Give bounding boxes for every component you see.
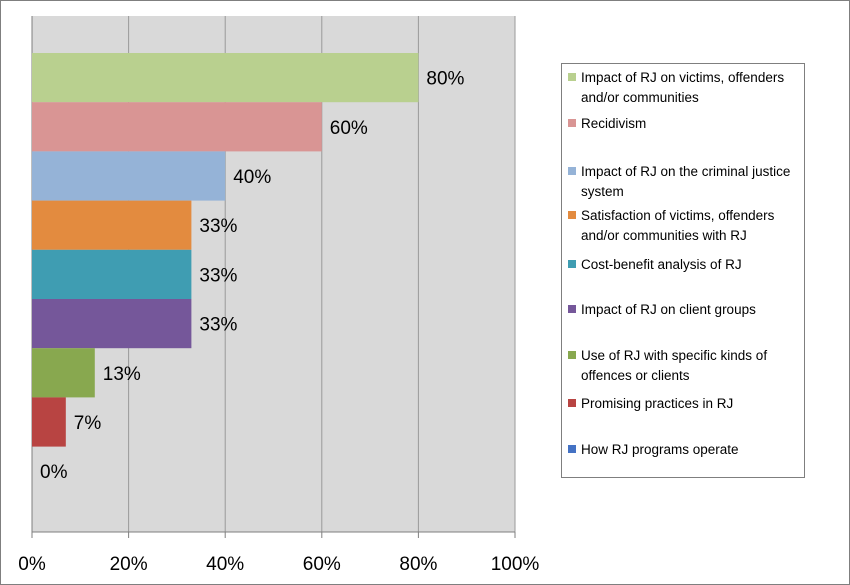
legend: Impact of RJ on victims, offenders and/o… xyxy=(561,63,805,478)
legend-label: How RJ programs operate xyxy=(581,442,739,457)
data-label: 80% xyxy=(426,69,464,90)
data-label: 13% xyxy=(103,364,141,385)
legend-item: Impact of RJ on client groups xyxy=(568,300,802,320)
legend-label: Impact of RJ on the criminal justice sys… xyxy=(581,164,791,199)
legend-swatch xyxy=(568,260,576,268)
x-tick-label: 100% xyxy=(491,554,540,575)
legend-swatch xyxy=(568,305,576,313)
legend-swatch xyxy=(568,399,576,407)
legend-swatch xyxy=(568,167,576,175)
legend-item: Cost-benefit analysis of RJ xyxy=(568,255,802,275)
legend-item: Satisfaction of victims, offenders and/o… xyxy=(568,206,802,246)
data-label: 33% xyxy=(199,265,237,286)
legend-label: Promising practices in RJ xyxy=(581,396,734,411)
legend-swatch xyxy=(568,73,576,81)
bar xyxy=(32,397,66,447)
legend-label: Cost-benefit analysis of RJ xyxy=(581,257,742,272)
data-label: 7% xyxy=(74,413,102,434)
bar xyxy=(32,151,226,201)
x-tick-label: 40% xyxy=(206,554,244,575)
bar xyxy=(32,348,95,398)
legend-item: How RJ programs operate xyxy=(568,440,802,460)
bar xyxy=(32,200,192,250)
x-tick-label: 80% xyxy=(399,554,437,575)
data-label: 33% xyxy=(199,216,237,237)
data-label: 33% xyxy=(199,315,237,336)
legend-swatch xyxy=(568,211,576,219)
legend-item: Promising practices in RJ xyxy=(568,394,802,414)
bar xyxy=(32,102,322,152)
x-tick-label: 20% xyxy=(110,554,148,575)
x-tick-label: 60% xyxy=(303,554,341,575)
bar xyxy=(32,53,419,103)
bar xyxy=(32,299,192,349)
legend-label: Impact of RJ on client groups xyxy=(581,302,756,317)
data-label: 40% xyxy=(233,167,271,188)
legend-item: Impact of RJ on victims, offenders and/o… xyxy=(568,68,802,108)
legend-item: Use of RJ with specific kinds of offence… xyxy=(568,346,802,386)
legend-swatch xyxy=(568,119,576,127)
legend-label: Use of RJ with specific kinds of offence… xyxy=(581,348,768,383)
legend-item: Recidivism xyxy=(568,114,802,134)
data-label: 0% xyxy=(40,462,68,483)
legend-label: Satisfaction of victims, offenders and/o… xyxy=(581,208,775,243)
legend-swatch xyxy=(568,351,576,359)
legend-item: Impact of RJ on the criminal justice sys… xyxy=(568,162,802,202)
data-label: 60% xyxy=(330,118,368,139)
x-tick-label: 0% xyxy=(18,554,46,575)
legend-swatch xyxy=(568,445,576,453)
legend-label: Impact of RJ on victims, offenders and/o… xyxy=(581,70,785,105)
bar xyxy=(32,249,192,299)
legend-label: Recidivism xyxy=(581,116,647,131)
